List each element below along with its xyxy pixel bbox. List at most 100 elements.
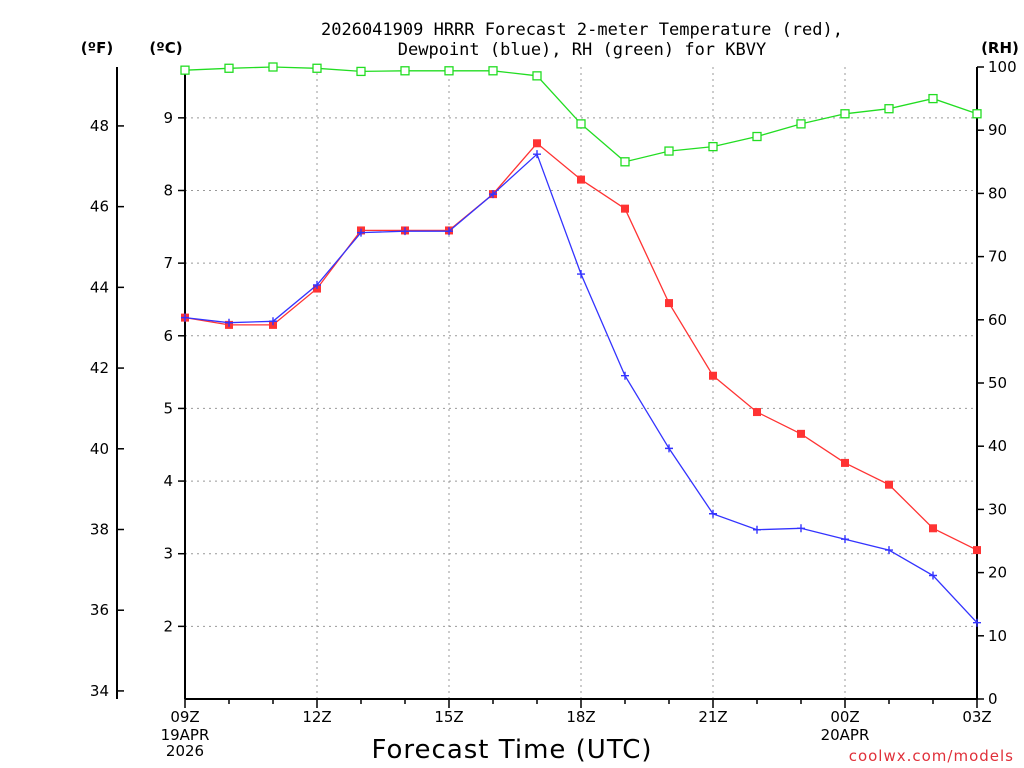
rh-point xyxy=(312,63,322,73)
rh-point xyxy=(400,66,410,76)
dewpoint-point xyxy=(445,227,453,236)
temperature-point xyxy=(577,175,585,184)
fahrenheit-tick-label: 38 xyxy=(90,520,109,538)
dewpoint-point xyxy=(709,509,717,518)
temperature-point xyxy=(753,408,761,417)
rh-point xyxy=(884,104,894,114)
x-tick-label: 18Z xyxy=(566,708,595,726)
rh-tick-label: 30 xyxy=(988,500,1007,518)
x-tick-label: 15Z xyxy=(434,708,463,726)
temperature-point xyxy=(929,524,937,533)
chart-title-line-2: Dewpoint (blue), RH (green) for KBVY xyxy=(398,40,766,60)
x-tick-label: 12Z xyxy=(302,708,331,726)
fahrenheit-tick-label: 40 xyxy=(90,440,109,458)
dewpoint-point xyxy=(577,270,585,279)
rh-point xyxy=(752,131,762,142)
temperature-point xyxy=(621,204,629,213)
rh-point xyxy=(708,141,718,152)
rh-tick-label: 100 xyxy=(988,58,1017,76)
axes-layer xyxy=(116,67,978,700)
rh-point xyxy=(532,71,542,81)
dewpoint-point xyxy=(533,150,541,159)
dewpoint-point xyxy=(885,546,893,555)
series-layer xyxy=(180,62,982,627)
temperature-point xyxy=(709,371,717,380)
rh-tick-label: 50 xyxy=(988,374,1007,392)
rh-tick-label: 90 xyxy=(988,121,1007,139)
dewpoint-point xyxy=(357,228,365,237)
temperature-point xyxy=(533,139,541,148)
dewpoint-point xyxy=(401,227,409,236)
temperature-point xyxy=(841,458,849,467)
rh-point xyxy=(796,119,806,129)
celsius-tick-label: 9 xyxy=(163,109,173,127)
rh-tick-label: 20 xyxy=(988,564,1007,582)
rh-point xyxy=(620,157,630,167)
rh-point xyxy=(488,66,498,76)
celsius-tick-label: 6 xyxy=(163,327,173,345)
dewpoint-point xyxy=(313,280,321,289)
fahrenheit-tick-label: 34 xyxy=(90,682,109,700)
x-tick-label: 00Z xyxy=(830,708,859,726)
rh-point xyxy=(180,65,190,75)
rh-point xyxy=(356,66,366,77)
dewpoint-point xyxy=(973,618,981,627)
chart-title-line-1: 2026041909 HRRR Forecast 2-meter Tempera… xyxy=(321,20,843,40)
dewpoint-point xyxy=(797,524,805,533)
dewpoint-point xyxy=(929,571,937,580)
fahrenheit-tick-label: 48 xyxy=(90,117,109,135)
dewpoint-point xyxy=(841,535,849,544)
temperature-point xyxy=(665,299,673,308)
rh-line xyxy=(184,66,978,163)
dewpoint-point xyxy=(269,317,277,326)
x-tick-label: 03Z xyxy=(962,708,991,726)
dewpoint-point xyxy=(181,313,189,322)
rh-point xyxy=(576,119,586,129)
rh-point xyxy=(840,109,850,119)
rh-tick-label: 10 xyxy=(988,627,1007,645)
grid-layer xyxy=(185,67,977,699)
rh-point xyxy=(444,66,454,76)
temperature-point xyxy=(797,429,805,438)
dewpoint-point xyxy=(753,525,761,534)
rh-point xyxy=(972,109,982,119)
credit-text: coolwx.com/models xyxy=(849,747,1014,765)
rh-tick-label: 70 xyxy=(988,248,1007,266)
rh-tick-label: 60 xyxy=(988,311,1007,329)
rh-tick-label: 0 xyxy=(988,690,998,708)
x-tick-label: 09Z xyxy=(170,708,199,726)
fahrenheit-tick-label: 36 xyxy=(90,601,109,619)
ticks-layer: 2345678934363840424446480102030405060708… xyxy=(90,58,1017,760)
date-label: 20APR xyxy=(821,726,870,744)
fahrenheit-unit-label: (ºF) xyxy=(81,39,113,57)
x-tick-label: 21Z xyxy=(698,708,727,726)
date-label: 19APR xyxy=(161,726,210,744)
dewpoint-point xyxy=(621,371,629,380)
temperature-line xyxy=(184,142,978,551)
rh-tick-label: 40 xyxy=(988,437,1007,455)
celsius-tick-label: 7 xyxy=(163,254,173,272)
rh-point xyxy=(928,93,938,104)
celsius-tick-label: 8 xyxy=(163,181,173,199)
dewpoint-point xyxy=(225,318,233,327)
celsius-tick-label: 3 xyxy=(163,545,173,563)
x-axis-title: Forecast Time (UTC) xyxy=(371,735,652,765)
temperature-point xyxy=(885,480,893,489)
rh-tick-label: 80 xyxy=(988,184,1007,202)
fahrenheit-tick-label: 44 xyxy=(90,278,109,296)
celsius-tick-label: 2 xyxy=(163,617,173,635)
rh-point xyxy=(224,63,234,73)
celsius-tick-label: 4 xyxy=(163,472,173,490)
dewpoint-point xyxy=(665,444,673,453)
celsius-unit-label: (ºC) xyxy=(149,39,182,57)
fahrenheit-tick-label: 42 xyxy=(90,359,109,377)
temperature-point xyxy=(973,546,981,555)
celsius-tick-label: 5 xyxy=(163,399,173,417)
rh-point xyxy=(664,146,674,156)
rh-unit-label: (RH) xyxy=(981,39,1019,57)
dewpoint-point xyxy=(489,190,497,199)
fahrenheit-tick-label: 46 xyxy=(90,198,109,216)
date-label: 2026 xyxy=(166,742,204,760)
rh-point xyxy=(268,62,278,72)
